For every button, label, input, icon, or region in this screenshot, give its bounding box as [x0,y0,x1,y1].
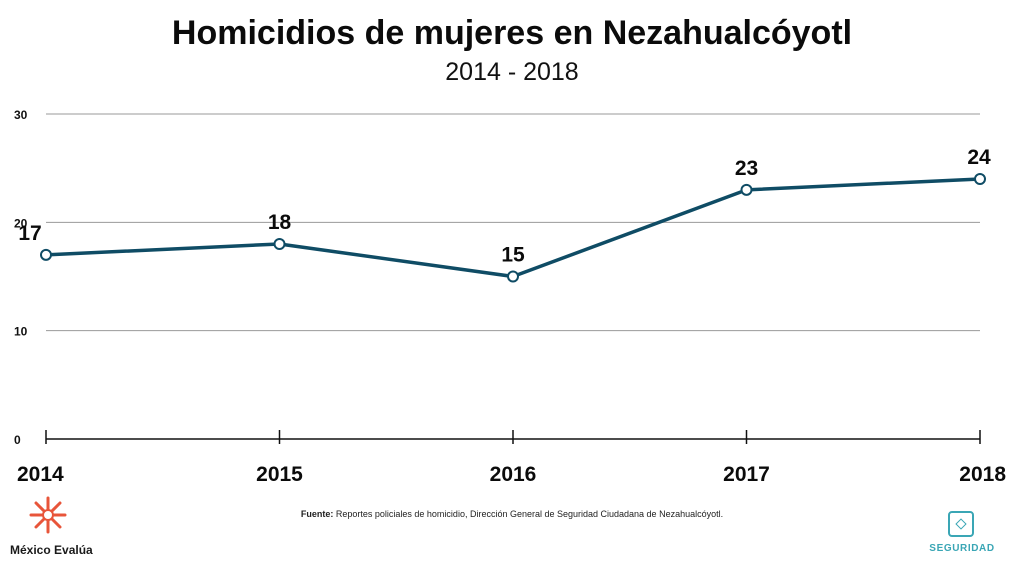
y-tick-label: 10 [14,325,28,339]
data-label: 23 [735,157,758,180]
brand-name: México Evalúa [10,543,93,557]
data-point [507,270,519,283]
data-point [40,248,52,261]
data-point [273,238,286,250]
data-point [740,183,753,196]
chart-title: Homicidios de mujeres en Nezahualcóyotl [171,14,853,52]
x-tick-label: 2016 [490,463,537,486]
data-label: 18 [268,211,292,234]
data-point [974,173,986,185]
y-tick-label: 20 [14,216,28,230]
data-label: 24 [967,146,991,169]
source-note: Fuente: Reportes policiales de homicidio… [0,509,1024,519]
section-label: SEGURIDAD [929,543,995,554]
x-tick-label: 2014 [17,463,64,486]
x-tick-label: 2015 [256,463,303,486]
chart-subtitle: 2014 - 2018 [445,58,579,86]
source-label: Fuente: [300,509,334,519]
data-label: 15 [501,244,525,267]
x-tick-label: 2018 [959,463,1006,486]
mexico-evalua-logo-icon [29,496,67,534]
x-tick-label: 2017 [723,463,770,486]
y-tick-label: 0 [14,433,21,447]
security-section-icon [948,511,974,537]
data-label: 17 [18,222,41,245]
y-tick-label: 30 [14,108,28,122]
source-text: Reportes policiales de homicidio, Direcc… [333,509,724,519]
